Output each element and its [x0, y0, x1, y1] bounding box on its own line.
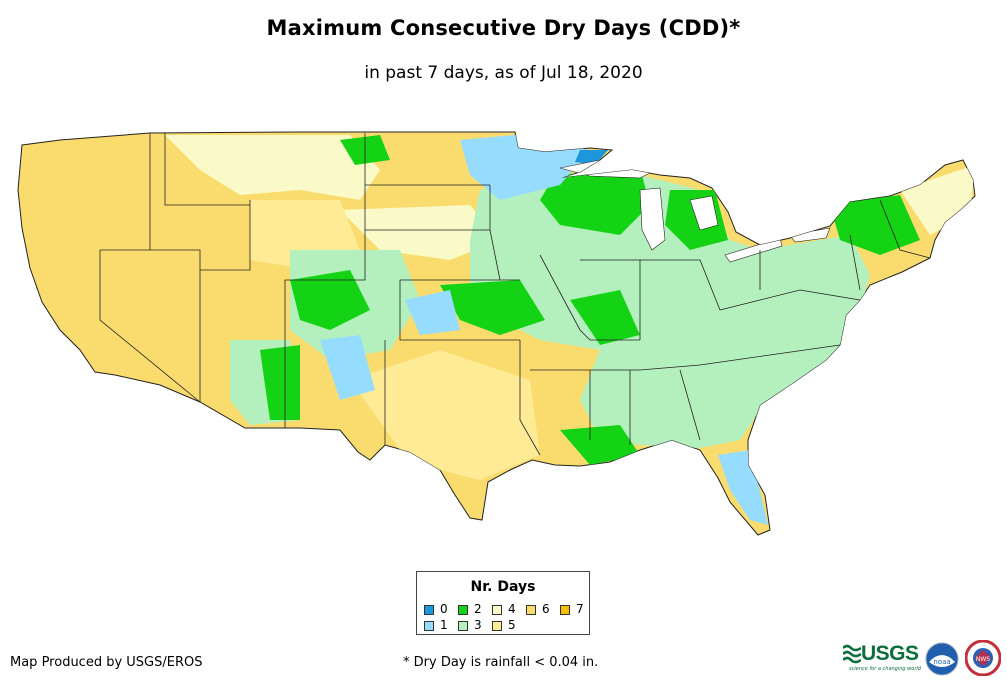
patch-3-days: [470, 175, 870, 448]
patch-2-days: [290, 270, 370, 330]
patch-4-days: [340, 205, 500, 260]
agency-logos: USGS science for a changing world noaa N…: [843, 640, 1007, 680]
noaa-logo: noaa: [925, 642, 959, 676]
legend-swatch-3: [458, 620, 468, 631]
patch-1-day: [718, 450, 768, 525]
svg-text:noaa: noaa: [933, 658, 950, 666]
legend-item-2: 2: [458, 603, 482, 615]
legend-swatch-0: [424, 604, 434, 615]
patch-5-days: [350, 350, 540, 480]
lake-huron: [689, 195, 719, 231]
dry-day-footnote: * Dry Day is rainfall < 0.04 in.: [403, 655, 599, 670]
patch-1-day: [320, 335, 375, 400]
patch-2-days: [540, 168, 650, 235]
legend-swatch-5: [492, 620, 502, 631]
state-borders: [99, 133, 931, 456]
legend-item-6: 6: [526, 603, 550, 615]
map-credit: Map Produced by USGS/EROS: [10, 655, 203, 670]
legend-swatch-1: [424, 620, 434, 631]
patch-2-days: [260, 345, 300, 420]
map-title: Maximum Consecutive Dry Days (CDD)*: [266, 16, 741, 40]
patch-2-days: [440, 280, 545, 335]
patch-1-day: [405, 290, 460, 335]
patch-4-days: [165, 135, 380, 200]
legend-swatch-2: [458, 604, 468, 615]
legend-swatch-6: [526, 604, 536, 615]
patch-0-days: [575, 150, 608, 165]
legend-swatch-4: [492, 604, 502, 615]
legend-item-4: 4: [492, 603, 516, 615]
usgs-wave-icon: [843, 644, 861, 664]
nws-logo: NWS: [965, 640, 1001, 676]
lake-ontario: [789, 227, 831, 243]
usgs-logo: USGS science for a changing world: [843, 640, 921, 680]
legend-item-0: 0: [424, 603, 448, 615]
legend-item-7: 7: [560, 603, 584, 615]
patch-1-day: [460, 135, 590, 200]
patch-2-days: [560, 425, 640, 465]
lake-michigan: [639, 187, 666, 251]
legend: Nr. Days 0 1 2 3 4 5 6 7: [416, 571, 590, 635]
legend-item-3: 3: [458, 619, 482, 631]
map-subtitle: in past 7 days, as of Jul 18, 2020: [364, 63, 643, 83]
legend-item-5: 5: [492, 619, 516, 631]
legend-swatch-7: [560, 604, 570, 615]
patch-2-days: [830, 195, 920, 255]
legend-title: Nr. Days: [470, 579, 536, 595]
patch-2-days: [570, 290, 640, 345]
legend-item-1: 1: [424, 619, 448, 631]
svg-text:NWS: NWS: [976, 656, 990, 663]
